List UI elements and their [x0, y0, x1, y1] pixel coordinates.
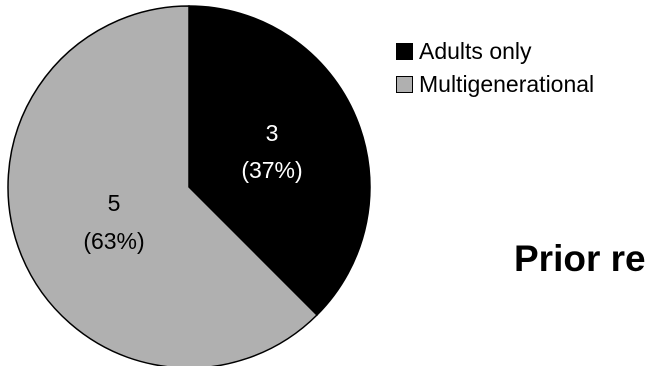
pie-slices	[7, 5, 371, 366]
legend-swatch-multigenerational	[396, 76, 413, 93]
legend-label-adults-only: Adults only	[419, 38, 532, 64]
legend-label-multigenerational: Multigenerational	[419, 71, 595, 97]
slice-value-adults-only: 3	[266, 120, 279, 146]
legend-swatch-adults-only	[396, 43, 413, 60]
slice-percent-adults-only: (37%)	[241, 157, 302, 183]
slice-value-multigenerational: 5	[108, 190, 121, 216]
slice-percent-multigenerational: (63%)	[83, 228, 144, 254]
legend-item-multigenerational: Multigenerational	[396, 68, 594, 101]
pie-slice-multigenerational	[7, 5, 319, 366]
pie-slice-adults-only	[188, 5, 371, 317]
partial-title: Prior re	[514, 238, 646, 279]
legend: Adults only Multigenerational	[396, 35, 594, 101]
slice-label-adults-only: 3 (37%)	[241, 120, 302, 183]
legend-item-adults-only: Adults only	[396, 35, 594, 68]
slice-label-multigenerational: 5 (63%)	[83, 190, 144, 254]
